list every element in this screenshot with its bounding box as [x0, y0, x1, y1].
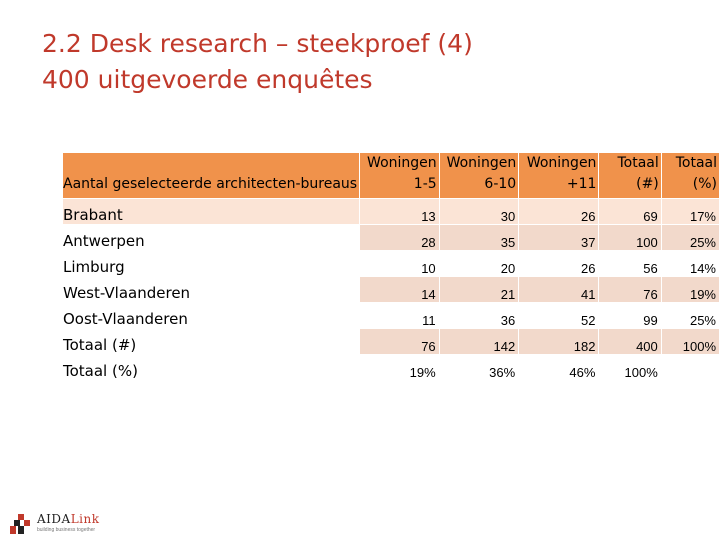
row-label: Brabant — [63, 199, 360, 224]
table-cell: 25% — [661, 225, 719, 250]
table-cell: 20 — [439, 251, 519, 276]
table-cell: 100% — [599, 355, 661, 380]
table-cell: 76 — [599, 277, 661, 302]
table-cell: 100% — [661, 329, 719, 354]
table-cell: 14% — [661, 251, 719, 276]
row-label: Limburg — [63, 251, 360, 276]
column-header-line1: Woningen — [446, 155, 517, 171]
table-cell: 46% — [519, 355, 599, 380]
aida-link-logo-icon — [10, 514, 30, 534]
table-cell: 36% — [439, 355, 519, 380]
column-header-line2: +11 — [566, 176, 597, 192]
logo-name-part2: Link — [70, 512, 100, 526]
table-cell: 10 — [360, 251, 439, 276]
table-cell: 100 — [599, 225, 661, 250]
title-line-1: 2.2 Desk research – steekproef (4) — [42, 29, 473, 58]
table-cell: 69 — [599, 199, 661, 224]
table-row: Totaal (%) 19% 36% 46% 100% — [63, 355, 719, 380]
row-label: Totaal (%) — [63, 355, 360, 380]
row-label: Oost-Vlaanderen — [63, 303, 360, 328]
logo-wordmark: AIDALink — [37, 512, 100, 526]
table-row: Antwerpen 28 35 37 100 25% — [63, 225, 719, 250]
title-line-2: 400 uitgevoerde enquêtes — [42, 65, 373, 94]
column-header-line2: (#) — [636, 176, 659, 192]
logo-tagline: building business together — [37, 527, 96, 533]
table-cell: 19% — [661, 277, 719, 302]
table-cell: 37 — [519, 225, 599, 250]
table-cell: 142 — [439, 329, 519, 354]
row-label: West-Vlaanderen — [63, 277, 360, 302]
logo-name-part1: AIDA — [37, 512, 71, 526]
column-header-line2: (%) — [692, 176, 717, 192]
slide-title: 2.2 Desk research – steekproef (4) 400 u… — [42, 26, 473, 98]
row-label: Totaal (#) — [63, 329, 360, 354]
row-label: Antwerpen — [63, 225, 360, 250]
table-row: Limburg 10 20 26 56 14% — [63, 251, 719, 276]
row-header-cell: Aantal geselecteerde architecten-bureaus — [63, 153, 360, 198]
column-header-line2: 1-5 — [413, 176, 437, 192]
survey-table: Aantal geselecteerde architecten-bureaus… — [62, 152, 720, 381]
table-header-row: Aantal geselecteerde architecten-bureaus… — [63, 153, 719, 198]
column-header-line2: 6-10 — [484, 176, 517, 192]
company-logo: AIDALink building business together — [10, 508, 120, 536]
table-cell — [661, 355, 719, 380]
table-cell: 35 — [439, 225, 519, 250]
table-cell: 182 — [519, 329, 599, 354]
table-cell: 52 — [519, 303, 599, 328]
table-cell: 11 — [360, 303, 439, 328]
table-cell: 26 — [519, 251, 599, 276]
table-cell: 26 — [519, 199, 599, 224]
column-header-line1: Totaal — [617, 155, 659, 171]
table-cell: 19% — [360, 355, 439, 380]
column-header: Woningen 1-5 — [360, 153, 439, 198]
column-header: Totaal (#) — [599, 153, 661, 198]
table-row: Oost-Vlaanderen 11 36 52 99 25% — [63, 303, 719, 328]
column-header-line1: Totaal — [675, 155, 717, 171]
table-cell: 17% — [661, 199, 719, 224]
column-header: Totaal (%) — [661, 153, 719, 198]
table-cell: 13 — [360, 199, 439, 224]
column-header-line1: Woningen — [526, 155, 597, 171]
table-cell: 30 — [439, 199, 519, 224]
table-cell: 28 — [360, 225, 439, 250]
column-header-line1: Woningen — [367, 155, 437, 171]
column-header: Woningen +11 — [519, 153, 599, 198]
table-cell: 56 — [599, 251, 661, 276]
table-cell: 99 — [599, 303, 661, 328]
table-cell: 21 — [439, 277, 519, 302]
table-row: Totaal (#) 76 142 182 400 100% — [63, 329, 719, 354]
table-cell: 14 — [360, 277, 439, 302]
table-row: West-Vlaanderen 14 21 41 76 19% — [63, 277, 719, 302]
column-header: Woningen 6-10 — [439, 153, 519, 198]
table-cell: 41 — [519, 277, 599, 302]
table-row: Brabant 13 30 26 69 17% — [63, 199, 719, 224]
table-cell: 25% — [661, 303, 719, 328]
table-cell: 36 — [439, 303, 519, 328]
table-cell: 400 — [599, 329, 661, 354]
table-cell: 76 — [360, 329, 439, 354]
